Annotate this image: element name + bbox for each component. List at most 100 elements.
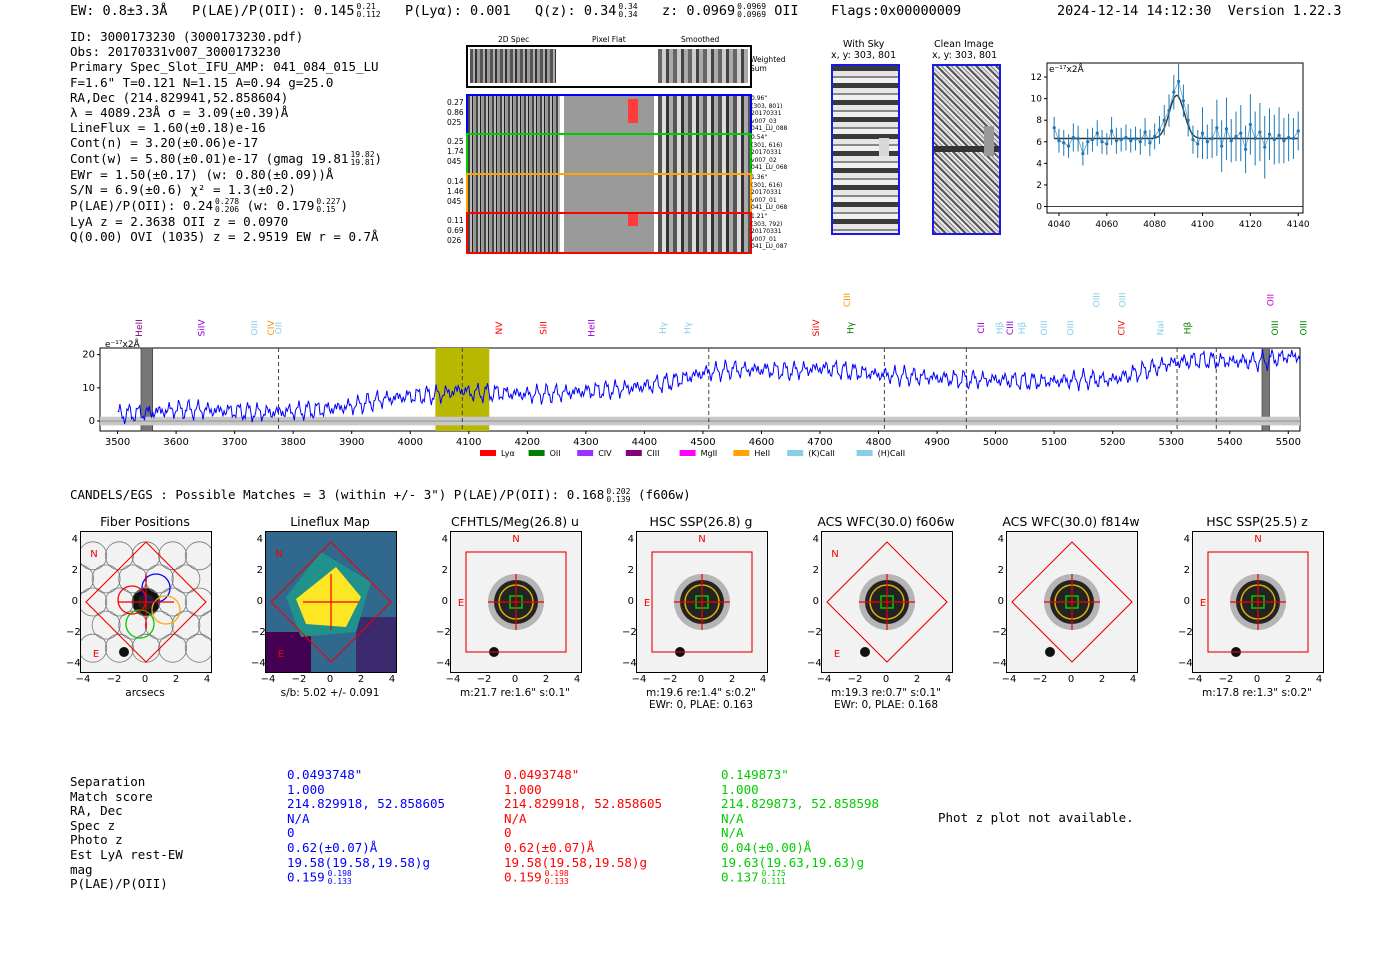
match-plae-hi: 0.175 <box>761 869 786 879</box>
spectral-line-marker: Hβ <box>1018 321 1028 334</box>
east-label: E <box>644 598 650 609</box>
panel-svg: NE <box>644 534 753 657</box>
spectral-line-marker: SiIV <box>197 319 207 337</box>
fiber-green <box>125 609 155 639</box>
cutout-right-meta: (301, 616) <box>751 181 783 189</box>
zoom-data-point <box>1157 128 1162 132</box>
panel-svg: NE <box>266 532 396 672</box>
match-plae: 0.159 <box>504 869 542 885</box>
match-plae-hi: 0.198 <box>327 869 352 879</box>
cutout-right-meta: v007_01 <box>751 235 777 243</box>
panel-ytick-label: 2 <box>812 565 819 576</box>
cutout-2d <box>468 96 560 134</box>
legend-swatch <box>480 450 496 456</box>
panel-title: ACS WFC(30.0) f814w <box>1002 514 1140 529</box>
col-pixel-flat: Pixel Flat <box>592 35 626 44</box>
panel-xtick-label: 2 <box>542 674 550 685</box>
spectral-line-marker: OII <box>1267 294 1277 306</box>
candels-lo: 0.139 <box>606 494 631 504</box>
legend-label: (K)CaII <box>808 449 835 458</box>
zoom-data-point <box>1066 144 1071 148</box>
match-row-label: mag <box>70 861 93 877</box>
panel-ytick-label: 4 <box>997 534 1004 545</box>
zoom-fit-curve <box>1054 94 1299 140</box>
header-right: 2024-12-14 14:12:30 Version 1.22.3 <box>1057 3 1342 19</box>
match-plae-lo: 0.111 <box>761 877 786 887</box>
info-contw: Cont(w) = 5.80(±0.01)e-17 (gmag 19.81 19.… <box>70 150 383 168</box>
fiber-circle <box>131 633 161 663</box>
zoom-data-point <box>1282 139 1286 143</box>
zoom-data-point <box>1162 118 1166 122</box>
fiber-circle <box>184 633 211 663</box>
panel-xtick-label: −2 <box>662 674 678 685</box>
cutout-right-meta: v007_03 <box>751 117 777 125</box>
match-row-label: Separation <box>70 774 146 789</box>
panel-ytick-label: 4 <box>627 534 634 545</box>
spectrum-ytick-label: 20 <box>82 350 95 361</box>
spectrum-ytick-label: 0 <box>89 416 95 427</box>
spectral-line-marker: OIII <box>1067 320 1077 335</box>
panel-xtick-label: 0 <box>141 674 149 685</box>
cutout-right-meta: 1.21" <box>751 213 768 220</box>
zoom-data-point <box>1138 140 1142 144</box>
zoom-data-point <box>1287 135 1291 140</box>
fiber-circle <box>171 610 201 640</box>
match-value: 0.159 0.198 0.133 <box>287 870 445 886</box>
panel-ytick-label: 0 <box>1183 596 1190 607</box>
cutout-flat <box>564 96 654 134</box>
panel-ytick-label: −2 <box>66 627 81 638</box>
cutout-smooth <box>658 135 750 173</box>
spectrum-xtick-label: 5400 <box>1217 437 1242 448</box>
spectral-line-label: OII <box>275 322 285 334</box>
zoom-data-point <box>1153 134 1157 138</box>
info-plae-w-hi: 0.227 <box>316 197 341 207</box>
legend-label: CIV <box>598 449 612 458</box>
candels-label: CANDELS/EGS : Possible Matches = 3 (with… <box>70 487 605 502</box>
cutout-right-meta: (301, 616) <box>751 141 783 149</box>
zoom-data-point <box>1071 135 1075 140</box>
spectrum-xtick-label: 4700 <box>807 437 832 448</box>
east-label: E <box>1200 598 1206 609</box>
zoom-data-point <box>1258 130 1262 134</box>
spectral-line-marker: Hγ <box>684 321 694 334</box>
header-plae-lo: 0.112 <box>356 10 381 19</box>
panel-ytick-label: 0 <box>71 596 78 607</box>
zoom-data-point <box>1239 131 1243 135</box>
panel-xtick-label: 0 <box>326 674 334 685</box>
header-z-lo: 0.0969 <box>737 10 767 19</box>
cutout-left-stat: 1.74 <box>447 147 464 156</box>
fiber-circle <box>81 587 108 617</box>
cutout-left-stat: 0.11 <box>447 216 464 225</box>
cutout-right-meta: (303, 801) <box>751 102 783 110</box>
fiber-circle <box>81 564 94 594</box>
panel-xtick-label: −4 <box>445 674 461 685</box>
zoom-data-point <box>1057 139 1061 143</box>
panel-xtick-label: 4 <box>944 674 952 685</box>
spectral-line-label: Hβ <box>1184 321 1194 334</box>
legend-swatch <box>577 450 594 456</box>
info-contw-label: Cont(w) = 5.80(±0.01)e-17 (gmag 19.81 <box>70 150 349 166</box>
candels-summary: CANDELS/EGS : Possible Matches = 3 (with… <box>70 487 691 504</box>
east-label: E <box>834 649 840 660</box>
legend-swatch <box>679 450 696 456</box>
cutout-left-stat: 045 <box>447 197 462 206</box>
spectral-line-label: Hβ <box>996 321 1006 334</box>
east-label: E <box>93 649 99 660</box>
cutout-right-meta: (303, 792) <box>751 220 783 228</box>
fiber-circle <box>81 633 108 663</box>
panel-ytick-label: 2 <box>256 565 263 576</box>
panel-xtick-label: 2 <box>728 674 736 685</box>
header-version: Version 1.22.3 <box>1227 3 1342 19</box>
match-value: N/A <box>721 810 744 826</box>
detection-info: ID: 3000173230 (3000173230.pdf) Obs: 201… <box>70 29 382 244</box>
fiber-circle <box>158 633 187 663</box>
spectral-line-label: OIII <box>1092 292 1102 307</box>
info-sn: S/N = 6.9(±0.6) χ² = 1.3(±0.2) <box>70 182 296 198</box>
panel-xtick-label: 4 <box>573 674 581 685</box>
zoom-data-point <box>1119 138 1123 142</box>
panel-caption: m:19.3 re:0.7" s:0.1" <box>831 687 941 699</box>
spectral-line-marker: OIII <box>1092 292 1102 307</box>
info-id: ID: 3000173230 (3000173230.pdf) <box>70 29 304 44</box>
